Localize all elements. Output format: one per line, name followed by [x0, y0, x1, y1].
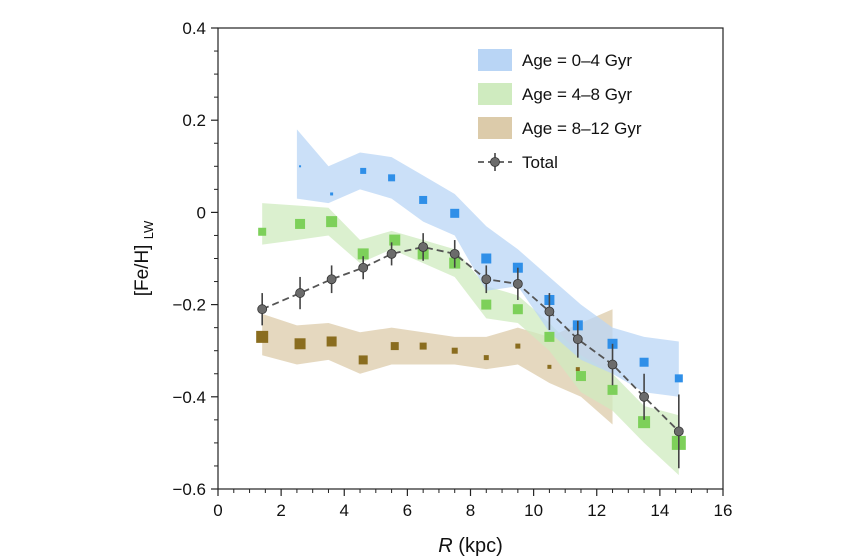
legend-label-1: Age = 4–8 Gyr — [522, 85, 632, 104]
total-point — [386, 248, 397, 259]
total-point — [449, 248, 460, 259]
x-tick-label: 14 — [650, 501, 669, 520]
point-series-1 — [544, 331, 555, 342]
point-series-1 — [512, 304, 523, 315]
point-series-0 — [419, 195, 428, 204]
point-series-1 — [575, 371, 586, 382]
point-series-2 — [483, 355, 489, 361]
point-series-2 — [326, 336, 337, 347]
point-series-2 — [294, 338, 306, 350]
x-axis-label-unit: (kpc) — [458, 535, 502, 557]
point-series-2 — [547, 364, 552, 369]
point-series-1 — [607, 384, 618, 395]
total-point — [358, 262, 369, 273]
legend-marker-total — [490, 157, 500, 167]
x-tick-label: 12 — [587, 501, 606, 520]
band-series-1 — [262, 203, 679, 476]
point-series-2 — [256, 330, 269, 343]
total-line — [261, 246, 680, 433]
point-series-0 — [360, 167, 367, 174]
point-series-1 — [638, 416, 651, 429]
legend-label-0: Age = 0–4 Gyr — [522, 51, 632, 70]
point-series-2 — [451, 347, 458, 354]
legend-swatch-2 — [478, 117, 512, 139]
point-series-2 — [515, 343, 521, 349]
point-series-0 — [674, 374, 683, 383]
x-axis-label-italic: R — [438, 535, 452, 557]
x-tick-label: 0 — [213, 501, 222, 520]
legend-swatch-1 — [478, 83, 512, 105]
total-point — [257, 304, 268, 315]
y-axis-label: [Fe/H] LW — [132, 220, 156, 296]
point-series-0 — [639, 357, 649, 367]
y-axis-label-main: [Fe/H] — [132, 245, 153, 297]
x-axis-label: R (kpc) — [438, 535, 502, 557]
total-point — [481, 274, 492, 285]
point-series-1 — [258, 227, 267, 236]
total-point — [607, 359, 618, 370]
point-series-0 — [330, 192, 334, 196]
legend: Age = 0–4 Gyr Age = 4–8 Gyr Age = 8–12 Gyr… — [478, 49, 642, 172]
x-tick-label: 4 — [340, 501, 349, 520]
total-layer — [257, 233, 684, 469]
point-series-1 — [389, 234, 401, 246]
point-series-2 — [419, 342, 427, 350]
y-tick-label: −0.2 — [172, 296, 206, 315]
total-point — [544, 306, 555, 317]
point-series-2 — [358, 355, 368, 365]
x-tick-label: 2 — [276, 501, 285, 520]
x-tick-label: 8 — [466, 501, 475, 520]
point-series-2 — [575, 367, 580, 372]
legend-label-3: Total — [522, 153, 558, 172]
y-axis-label-sub: LW — [141, 220, 156, 239]
ticks-layer — [211, 27, 724, 496]
x-tick-label: 6 — [403, 501, 412, 520]
total-point — [295, 288, 305, 298]
y-tick-label: −0.4 — [172, 388, 206, 407]
x-tick-label: 16 — [714, 501, 733, 520]
point-series-1 — [357, 248, 369, 260]
point-series-0 — [450, 208, 460, 218]
y-tick-label: −0.6 — [172, 480, 206, 499]
total-point — [673, 426, 684, 437]
y-tick-label: 0 — [197, 203, 206, 222]
bands-layer — [262, 129, 679, 476]
total-point — [512, 278, 523, 289]
tick-labels-layer: 0 2 4 6 8 10 12 14 16 −0.6 −0.4 −0.2 0 0.2 0.4 — [172, 19, 732, 520]
band-series-2 — [262, 309, 613, 425]
total-point — [418, 242, 429, 252]
total-point — [572, 334, 583, 345]
total-point — [326, 274, 337, 285]
y-tick-label: 0.2 — [182, 111, 206, 130]
point-series-1 — [481, 299, 492, 310]
legend-swatch-0 — [478, 49, 512, 71]
point-series-1 — [326, 216, 338, 228]
point-series-2 — [390, 342, 399, 351]
x-tick-label: 10 — [524, 501, 543, 520]
total-point — [639, 391, 649, 402]
legend-label-2: Age = 8–12 Gyr — [522, 119, 642, 138]
point-series-0 — [481, 253, 492, 264]
point-series-1 — [295, 218, 306, 229]
point-series-0 — [388, 174, 396, 182]
point-series-0 — [299, 165, 302, 168]
y-tick-label: 0.4 — [182, 19, 206, 38]
